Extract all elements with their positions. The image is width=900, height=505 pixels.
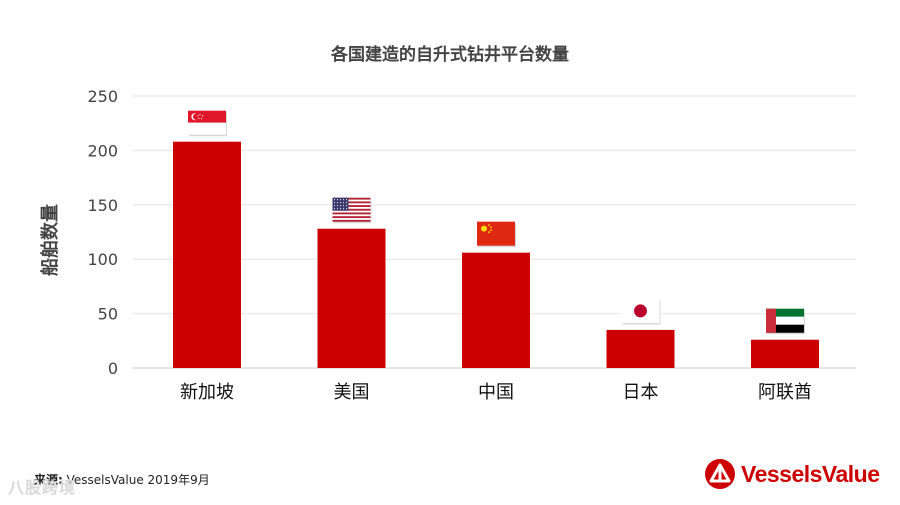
y-tick-label: 100 (87, 250, 118, 269)
vesselsvalue-logo-icon (705, 459, 735, 489)
bar (606, 329, 675, 368)
y-axis-label: 船舶数量 (39, 204, 61, 276)
watermark-text: 八股跨境 (8, 478, 77, 497)
source-note: 来源: VesselsValue 2019年9月 (34, 471, 210, 488)
x-tick-label: 阿联酋 (758, 382, 812, 403)
china-flag-icon (477, 221, 516, 248)
x-tick-label: 美国 (334, 382, 370, 403)
y-tick-label: 200 (87, 141, 118, 160)
y-tick-label: 150 (87, 196, 118, 215)
usa-flag-icon (332, 197, 372, 224)
y-tick-label: 50 (98, 305, 118, 324)
bar (173, 141, 241, 368)
bar (462, 252, 530, 368)
y-tick-label: 0 (108, 359, 118, 378)
y-tick-label: 250 (87, 87, 118, 106)
japan-flag-icon (621, 298, 661, 325)
uae-flag-icon (766, 308, 805, 335)
bar (751, 339, 819, 368)
logo-text: VesselsValue (741, 460, 880, 487)
bar (317, 228, 386, 368)
source-text: VesselsValue 2019年9月 (62, 473, 210, 487)
x-tick-label: 日本 (623, 382, 659, 403)
chart-title: 各国建造的自升式钻井平台数量 (331, 45, 569, 65)
singapore-flag-icon (188, 110, 227, 137)
vesselsvalue-logo: VesselsValue (704, 458, 880, 490)
source-label: 来源: (34, 473, 63, 487)
x-tick-label: 中国 (478, 382, 514, 403)
x-tick-label: 新加坡 (180, 382, 234, 403)
